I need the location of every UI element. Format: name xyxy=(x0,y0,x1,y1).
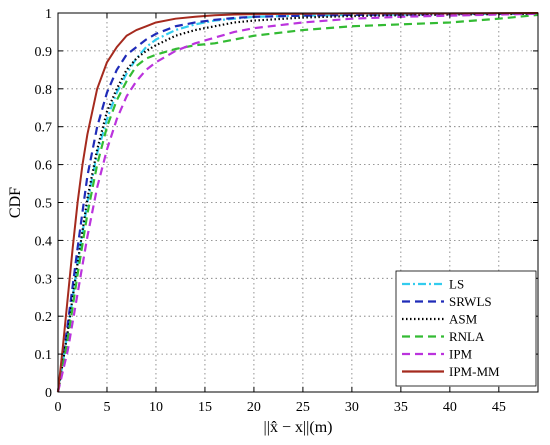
y-axis-label: CDF xyxy=(7,187,24,218)
y-tick-label: 0.5 xyxy=(35,197,53,212)
legend-label-asm: ASM xyxy=(449,312,478,327)
series-line-rnla xyxy=(56,13,539,393)
grid-layer xyxy=(58,13,538,392)
x-tick-label: 5 xyxy=(103,400,110,415)
x-tick-label: 15 xyxy=(198,400,212,415)
legend-label-ipm: IPM xyxy=(449,347,473,362)
x-axis-label: ||x̂ − x||(m) xyxy=(264,419,333,436)
x-tick-label: 35 xyxy=(394,400,408,415)
legend-label-ipm-mm: IPM-MM xyxy=(449,364,500,379)
x-tick-label: 10 xyxy=(149,400,163,415)
y-tick-label: 0.6 xyxy=(35,159,53,174)
y-tick-label: 0.9 xyxy=(35,45,53,60)
series-line-srwls xyxy=(56,12,539,393)
tick-layer: 0 5 10 15 20 25 30 35 40 45 0 0.1 0.2 0.3 0.4 0.5 0.6 0.7… xyxy=(35,7,538,415)
y-tick-label: 0.8 xyxy=(35,83,53,98)
x-tick-label: 0 xyxy=(55,400,62,415)
series-line-ipm xyxy=(56,12,539,393)
legend-box xyxy=(395,270,537,387)
x-tick-label: 25 xyxy=(296,400,310,415)
series-layer xyxy=(56,12,539,393)
y-tick-label: 1 xyxy=(45,7,52,22)
x-tick-label: 30 xyxy=(345,400,359,415)
y-tick-label: 0.3 xyxy=(35,272,53,287)
legend-label-ls: LS xyxy=(449,277,464,292)
y-tick-label: 0.1 xyxy=(35,348,53,363)
y-tick-label: 0.7 xyxy=(35,121,53,136)
x-tick-label: 40 xyxy=(443,400,457,415)
y-tick-label: 0.4 xyxy=(35,234,53,249)
x-tick-label: 45 xyxy=(492,400,506,415)
series-line-ipm-mm xyxy=(57,12,539,393)
y-tick-label: 0 xyxy=(45,386,52,401)
legend: LS SRWLS ASM RNLA IPM IPM-MM xyxy=(395,270,537,387)
y-tick-label: 0.2 xyxy=(35,310,53,325)
x-tick-label: 20 xyxy=(247,400,261,415)
series-line-asm xyxy=(56,12,539,393)
legend-label-srwls: SRWLS xyxy=(449,294,492,309)
legend-label-rnla: RNLA xyxy=(449,329,485,344)
